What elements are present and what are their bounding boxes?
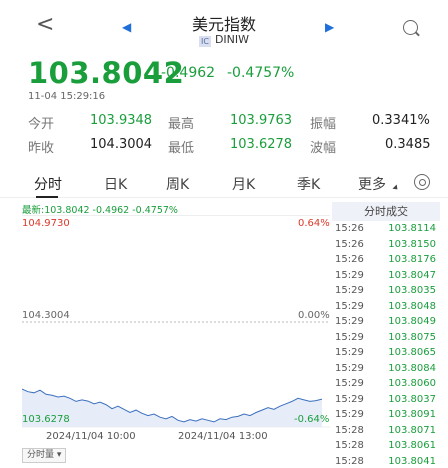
axis-top-price: 104.9730 [22, 218, 70, 229]
trade-row: 15:29 103.8091 [332, 407, 440, 423]
price-change: -0.4962 [161, 65, 216, 81]
open-label: 今开 [28, 117, 55, 132]
volume-indicator-select[interactable]: 分时量 ▾ [22, 448, 67, 463]
price-line [22, 388, 323, 423]
time-label-mid: 2024/11/04 13:00 [178, 431, 268, 442]
settings-icon[interactable] [414, 174, 430, 190]
page-title: 美元指数 [191, 15, 256, 34]
tab-monthly[interactable]: 月K [232, 177, 256, 193]
trade-price: 103.8065 [388, 347, 436, 358]
trade-time: 15:29 [335, 378, 364, 389]
axis-mid-percent: 0.00% [298, 310, 330, 321]
high-value: 103.9763 [230, 113, 293, 128]
prev-close-value: 104.3004 [90, 137, 153, 152]
intraday-chart[interactable] [22, 215, 330, 431]
prev-close-label: 昨收 [28, 141, 55, 156]
symbol-code: DINIW [214, 33, 250, 46]
axis-mid-price: 104.3004 [22, 310, 70, 321]
trade-price: 103.8061 [388, 440, 436, 451]
trade-row: 15:29 103.8037 [332, 392, 440, 408]
tick-trades-panel: 分时成交 15:26 103.8114 15:26 103.8150 15:26 103.… [332, 202, 440, 468]
trade-price: 103.8037 [388, 393, 436, 405]
price-change-percent: -0.4757% [227, 65, 295, 81]
previous-arrow-icon[interactable]: ◀ [122, 20, 132, 34]
flag-icon: IC [198, 36, 211, 47]
current-price: 103.8042 [28, 56, 185, 90]
high-label: 最高 [168, 117, 195, 132]
back-chevron-icon[interactable]: < [36, 12, 55, 37]
trade-price: 103.8049 [388, 316, 436, 327]
trade-time: 15:29 [335, 300, 364, 312]
trade-price: 103.8150 [388, 238, 436, 250]
latest-quote-line: 最新:103.8042 -0.4962 -0.4757% [22, 205, 178, 216]
trade-time: 15:29 [335, 285, 364, 296]
trade-row: 15:28 103.8071 [332, 423, 440, 439]
next-arrow-icon[interactable]: ▶ [325, 20, 335, 34]
trade-time: 15:28 [335, 424, 364, 436]
trade-time: 15:29 [335, 409, 364, 420]
trade-price: 103.8047 [388, 269, 436, 281]
trade-row: 15:29 103.8060 [332, 376, 440, 392]
trades-header: 分时成交 [332, 202, 440, 221]
period-tabs: 分时 日K 周K 月K 季K 更多 [0, 166, 448, 198]
axis-bottom-percent: -0.64% [294, 414, 330, 425]
trade-row: 15:29 103.8035 [332, 283, 440, 299]
trade-price: 103.8041 [388, 455, 436, 467]
trade-row: 15:29 103.8048 [332, 299, 440, 315]
trade-price: 103.8035 [388, 285, 436, 296]
trade-price: 103.8060 [388, 378, 436, 389]
low-label: 最低 [168, 141, 195, 156]
trade-row: 15:28 103.8041 [332, 454, 440, 468]
tab-daily[interactable]: 日K [104, 177, 128, 193]
active-tab-indicator [36, 196, 58, 198]
price-area [22, 389, 322, 427]
tab-weekly[interactable]: 周K [166, 177, 190, 193]
trade-row: 15:26 103.8150 [332, 237, 440, 253]
header: < ◀ 美元指数 IC DINIW ▶ [0, 0, 448, 52]
amplitude-value: 0.3341% [372, 113, 430, 128]
open-value: 103.9348 [90, 113, 153, 128]
trade-time: 15:26 [335, 238, 364, 250]
trade-time: 15:28 [335, 455, 364, 467]
trade-row: 15:29 103.8047 [332, 268, 440, 284]
trade-time: 15:29 [335, 269, 364, 281]
trade-time: 15:26 [335, 223, 364, 234]
tab-intraday[interactable]: 分时 [34, 177, 62, 193]
trade-time: 15:29 [335, 331, 364, 343]
time-label-start: 2024/11/04 10:00 [46, 431, 136, 442]
trade-row: 15:26 103.8176 [332, 252, 440, 268]
trade-time: 15:29 [335, 316, 364, 327]
trade-time: 15:26 [335, 254, 364, 265]
trade-price: 103.8114 [388, 223, 436, 234]
trade-price: 103.8071 [388, 424, 436, 436]
tab-more[interactable]: 更多 [358, 177, 386, 193]
trade-time: 15:29 [335, 347, 364, 358]
trade-row: 15:26 103.8114 [332, 221, 440, 237]
tab-quarterly[interactable]: 季K [297, 177, 321, 193]
trade-row: 15:28 103.8061 [332, 438, 440, 454]
low-value: 103.6278 [230, 137, 293, 152]
trade-row: 15:29 103.8049 [332, 314, 440, 330]
trade-price: 103.8084 [388, 362, 436, 374]
trade-row: 15:29 103.8075 [332, 330, 440, 346]
trade-row: 15:29 103.8065 [332, 345, 440, 361]
trade-price: 103.8176 [388, 254, 436, 265]
trade-time: 15:29 [335, 393, 364, 405]
axis-bottom-price: 103.6278 [22, 414, 70, 425]
trade-time: 15:28 [335, 440, 364, 451]
search-icon[interactable] [403, 20, 418, 35]
trade-time: 15:29 [335, 362, 364, 374]
axis-top-percent: 0.64% [298, 218, 330, 229]
trade-price: 103.8075 [388, 331, 436, 343]
amplitude-label: 振幅 [310, 117, 337, 132]
wave-value: 0.3485 [385, 137, 431, 152]
trade-price: 103.8091 [388, 409, 436, 420]
trade-price: 103.8048 [388, 300, 436, 312]
quote-time: 11-04 15:29:16 [28, 91, 106, 102]
symbol-subtitle: IC DINIW [0, 33, 448, 47]
wave-label: 波幅 [310, 141, 337, 156]
trade-row: 15:29 103.8084 [332, 361, 440, 377]
